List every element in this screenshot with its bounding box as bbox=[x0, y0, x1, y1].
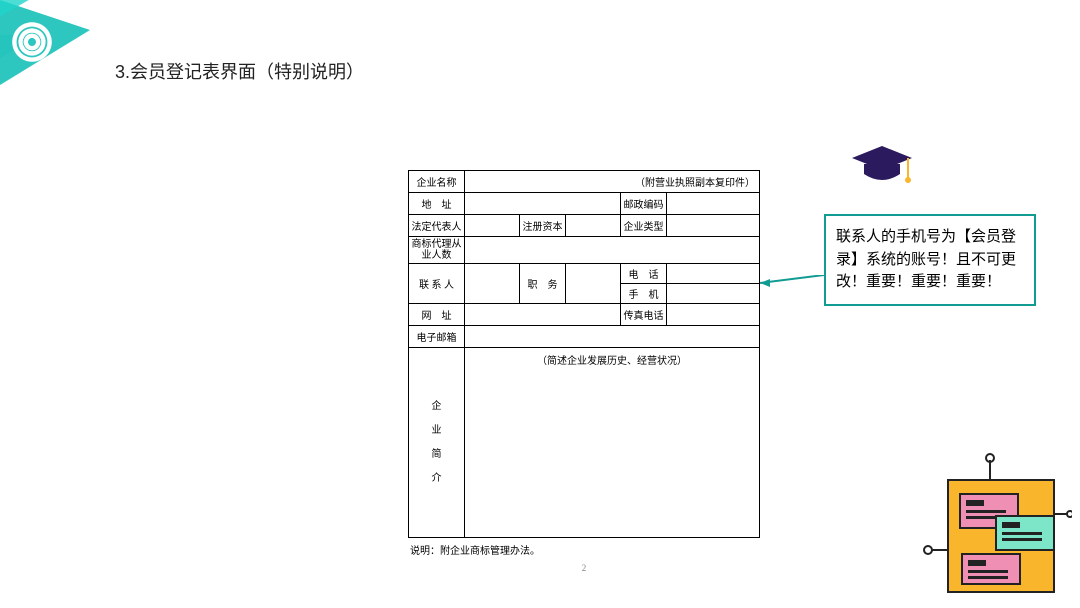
registration-form: 企业名称 （附营业执照副本复印件） 地 址 邮政编码 法定代表人 注册资本 企业… bbox=[408, 170, 760, 573]
label-website: 网 址 bbox=[409, 304, 465, 326]
field-position[interactable] bbox=[566, 264, 621, 304]
field-mobile[interactable] bbox=[667, 284, 760, 304]
field-contact[interactable] bbox=[465, 264, 520, 304]
callout-box: 联系人的手机号为【会员登录】系统的账号！且不可更改！重要！重要！重要！ bbox=[824, 214, 1036, 306]
label-position: 职 务 bbox=[520, 264, 566, 304]
label-postal: 邮政编码 bbox=[621, 193, 667, 215]
field-address[interactable] bbox=[465, 193, 621, 215]
label-company-type: 企业类型 bbox=[621, 215, 667, 237]
field-email[interactable] bbox=[465, 326, 760, 348]
graduation-cap-icon bbox=[850, 144, 914, 188]
label-contact: 联 系 人 bbox=[409, 264, 465, 304]
field-reg-capital[interactable] bbox=[566, 215, 621, 237]
field-fax[interactable] bbox=[667, 304, 760, 326]
page-number: 2 bbox=[408, 563, 760, 573]
page-title: 3.会员登记表界面（特别说明） bbox=[115, 58, 364, 84]
label-email: 电子邮箱 bbox=[409, 326, 465, 348]
label-fax: 传真电话 bbox=[621, 304, 667, 326]
label-agent-count: 商标代理从业人数 bbox=[409, 237, 465, 264]
label-mobile: 手 机 bbox=[621, 284, 667, 304]
field-postal[interactable] bbox=[667, 193, 760, 215]
corner-decoration bbox=[0, 0, 130, 130]
license-note: （附营业执照副本复印件） bbox=[465, 171, 760, 193]
field-legal-rep[interactable] bbox=[465, 215, 520, 237]
form-bottom-note: 说明：附企业商标管理办法。 bbox=[408, 538, 760, 557]
field-company-type[interactable] bbox=[667, 215, 760, 237]
bottom-right-decoration bbox=[922, 450, 1072, 600]
field-agent-count[interactable] bbox=[465, 237, 760, 264]
spiral-icon bbox=[10, 20, 54, 64]
label-company-intro: 企 业 简 介 bbox=[409, 348, 465, 538]
field-company-intro[interactable]: （简述企业发展历史、经营状况） bbox=[465, 348, 760, 538]
label-company-name: 企业名称 bbox=[409, 171, 465, 193]
form-table: 企业名称 （附营业执照副本复印件） 地 址 邮政编码 法定代表人 注册资本 企业… bbox=[408, 170, 760, 538]
field-phone[interactable] bbox=[667, 264, 760, 284]
label-reg-capital: 注册资本 bbox=[520, 215, 566, 237]
field-website[interactable] bbox=[465, 304, 621, 326]
label-legal-rep: 法定代表人 bbox=[409, 215, 465, 237]
label-phone: 电 话 bbox=[621, 264, 667, 284]
label-address: 地 址 bbox=[409, 193, 465, 215]
